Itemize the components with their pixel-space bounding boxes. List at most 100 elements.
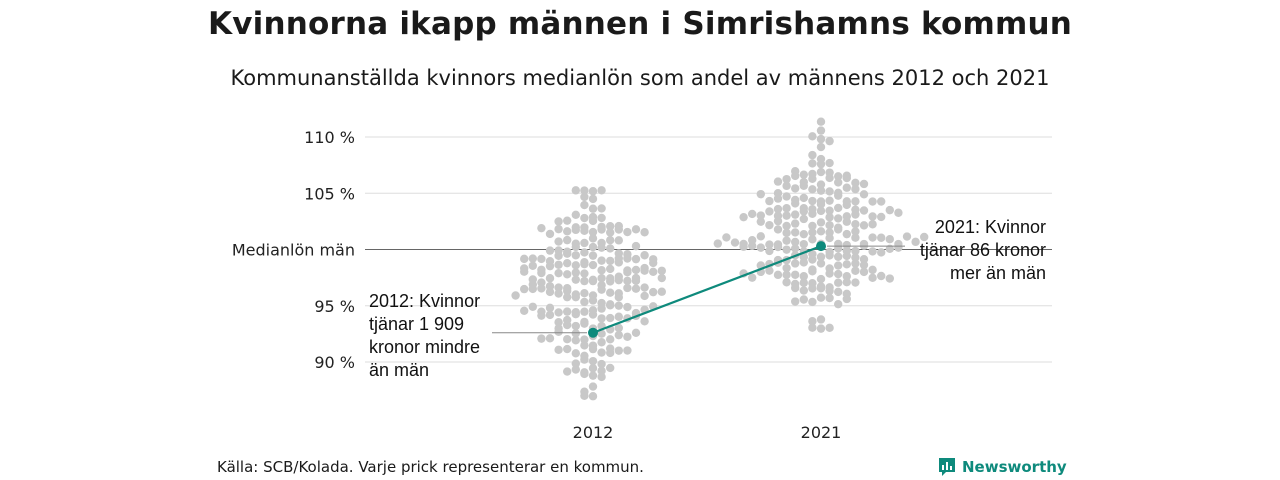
dot	[563, 344, 572, 354]
dot	[606, 313, 615, 323]
dot	[563, 227, 572, 236]
dot	[782, 221, 791, 231]
y-tick-label: 95 %	[314, 297, 355, 316]
dot	[859, 179, 869, 189]
dot	[825, 136, 834, 146]
dot	[588, 276, 598, 286]
dot	[730, 238, 740, 247]
dot	[834, 278, 843, 287]
grid	[365, 136, 1052, 363]
dot	[528, 261, 537, 270]
dot	[554, 308, 563, 317]
dot	[808, 317, 817, 326]
dot	[825, 173, 834, 183]
highlight-point-2012	[588, 327, 598, 338]
dot	[799, 278, 808, 287]
dot	[597, 285, 606, 294]
dot	[563, 286, 572, 296]
dot	[791, 199, 800, 208]
dot	[799, 229, 808, 239]
dot	[631, 265, 641, 275]
dot	[791, 297, 800, 306]
dot	[834, 287, 843, 297]
dot	[834, 178, 843, 187]
dot	[834, 172, 843, 181]
dot	[545, 310, 555, 320]
dot	[773, 204, 783, 214]
dot	[520, 267, 529, 276]
dot	[825, 269, 834, 278]
dot	[597, 274, 606, 283]
dot	[816, 274, 826, 284]
dot	[580, 259, 589, 269]
dot	[597, 213, 606, 223]
dot	[597, 338, 606, 347]
dot	[580, 288, 589, 298]
dot	[773, 270, 783, 280]
dot	[799, 272, 808, 281]
dot	[597, 225, 606, 234]
dot	[614, 275, 623, 285]
dot	[614, 312, 623, 321]
dot	[722, 233, 731, 242]
chart-title: Kvinnorna ikapp männen i Simrishamns kom…	[207, 6, 1072, 42]
dot	[588, 356, 598, 366]
dot	[537, 254, 546, 264]
dot	[554, 260, 563, 269]
dot	[808, 235, 817, 244]
dot	[868, 197, 877, 206]
dot	[851, 259, 860, 268]
dot	[782, 278, 791, 287]
dot	[851, 227, 860, 236]
dot	[799, 239, 808, 249]
dot	[825, 293, 834, 303]
dot	[554, 224, 563, 234]
dot	[825, 251, 834, 260]
dot	[765, 240, 774, 249]
dot	[528, 284, 537, 294]
dot	[825, 206, 834, 215]
dot	[614, 330, 623, 340]
dot	[834, 203, 843, 213]
dot	[657, 266, 666, 275]
dot	[588, 234, 598, 243]
dot	[816, 206, 826, 216]
dot	[649, 287, 658, 297]
dot	[580, 335, 589, 344]
dot	[623, 267, 632, 277]
dot	[808, 185, 817, 194]
dot	[877, 197, 886, 206]
dot	[606, 335, 615, 344]
dot	[597, 314, 606, 323]
dot	[859, 221, 869, 230]
dot	[606, 301, 615, 310]
dot	[537, 268, 546, 278]
dot	[588, 216, 598, 226]
dot	[606, 277, 615, 286]
dot	[554, 217, 563, 226]
dot	[563, 235, 572, 245]
dot	[808, 323, 817, 332]
dot	[799, 181, 808, 190]
dot	[571, 292, 580, 302]
dot	[773, 216, 783, 226]
dot	[773, 225, 783, 234]
dot	[808, 132, 817, 141]
dot	[791, 184, 800, 193]
dot	[597, 359, 606, 369]
dot	[580, 307, 589, 316]
dot	[739, 212, 748, 222]
dot	[606, 264, 615, 274]
dot	[825, 221, 834, 230]
dot	[799, 286, 808, 295]
brand-logo[interactable]: Newsworthy	[938, 456, 1067, 478]
dot	[580, 192, 589, 202]
dot	[748, 209, 757, 219]
dot	[588, 364, 598, 373]
dot	[571, 225, 580, 235]
dot	[606, 256, 615, 266]
dot	[885, 205, 894, 215]
dot	[588, 371, 598, 380]
dot	[842, 200, 851, 210]
dot	[877, 233, 886, 242]
